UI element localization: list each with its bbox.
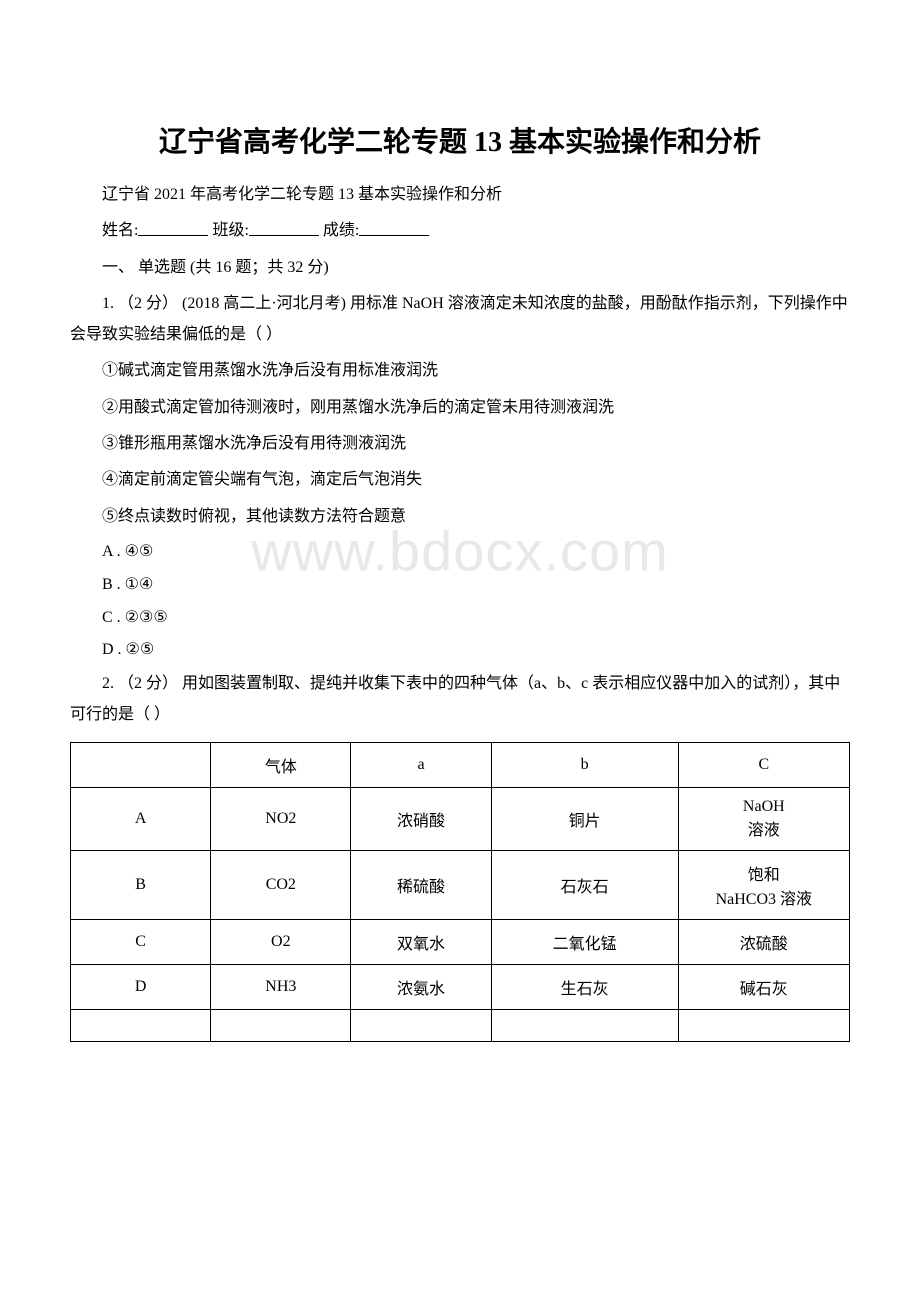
table-cell-empty [491, 1010, 678, 1042]
table-header-1: 气体 [211, 743, 351, 788]
score-label: 成绩: [323, 223, 359, 240]
subtitle: 辽宁省 2021 年高考化学二轮专题 13 基本实验操作和分析 [70, 180, 850, 210]
table-row: C O2 双氧水 二氧化锰 浓硫酸 [71, 920, 850, 965]
name-blank [138, 216, 208, 235]
page-title: 辽宁省高考化学二轮专题 13 基本实验操作和分析 [70, 120, 850, 160]
table-row: B CO2 稀硫酸 石灰石 饱和NaHCO3 溶液 [71, 851, 850, 920]
name-label: 姓名: [102, 223, 138, 240]
table-header-0 [71, 743, 211, 788]
table-row: D NH3 浓氨水 生石灰 碱石灰 [71, 965, 850, 1010]
table-cell: CO2 [211, 851, 351, 920]
table-row-empty [71, 1010, 850, 1042]
q1-item-5: ⑤终点读数时俯视，其他读数方法符合题意 [102, 502, 850, 532]
table-cell: C [71, 920, 211, 965]
q1-item-2: ②用酸式滴定管加待测液时，刚用蒸馏水洗净后的滴定管未用待测液润洗 [102, 393, 850, 423]
table-cell: 碱石灰 [678, 965, 849, 1010]
table-cell: D [71, 965, 211, 1010]
table-cell: O2 [211, 920, 351, 965]
table-cell: 双氧水 [351, 920, 491, 965]
q2-table: 气体 a b C A NO2 浓硝酸 铜片 NaOH溶液 B CO2 稀硫酸 石… [70, 742, 850, 1042]
table-header-3: b [491, 743, 678, 788]
table-cell: 浓硫酸 [678, 920, 849, 965]
table-cell: 石灰石 [491, 851, 678, 920]
document-content: 辽宁省高考化学二轮专题 13 基本实验操作和分析 辽宁省 2021 年高考化学二… [70, 120, 850, 1042]
table-header-row: 气体 a b C [71, 743, 850, 788]
q1-stem: 1. （2 分） (2018 高二上·河北月考) 用标准 NaOH 溶液滴定未知… [70, 289, 850, 350]
section-header: 一、 单选题 (共 16 题；共 32 分) [70, 253, 850, 283]
q1-option-c: C . ②③⑤ [102, 604, 850, 633]
q2-stem: 2. （2 分） 用如图装置制取、提纯并收集下表中的四种气体（a、b、c 表示相… [70, 669, 850, 730]
score-blank [359, 216, 429, 235]
table-cell-empty [211, 1010, 351, 1042]
table-cell: 浓氨水 [351, 965, 491, 1010]
q1-option-b: B . ①④ [102, 571, 850, 600]
q1-item-3: ③锥形瓶用蒸馏水洗净后没有用待测液润洗 [102, 429, 850, 459]
table-cell-empty [678, 1010, 849, 1042]
table-cell: B [71, 851, 211, 920]
table-cell: NH3 [211, 965, 351, 1010]
table-cell: NO2 [211, 788, 351, 851]
table-cell: 浓硝酸 [351, 788, 491, 851]
q1-item-1: ①碱式滴定管用蒸馏水洗净后没有用标准液润洗 [102, 356, 850, 386]
class-label: 班级: [212, 223, 248, 240]
table-header-2: a [351, 743, 491, 788]
q1-option-a: A . ④⑤ [102, 538, 850, 567]
class-blank [249, 216, 319, 235]
table-header-4: C [678, 743, 849, 788]
table-row: A NO2 浓硝酸 铜片 NaOH溶液 [71, 788, 850, 851]
table-cell: A [71, 788, 211, 851]
form-line: 姓名: 班级: 成绩: [70, 216, 850, 247]
table-cell-empty [71, 1010, 211, 1042]
table-cell: 饱和NaHCO3 溶液 [678, 851, 849, 920]
table-cell: 铜片 [491, 788, 678, 851]
table-cell: NaOH溶液 [678, 788, 849, 851]
table-cell: 二氧化锰 [491, 920, 678, 965]
table-cell: 稀硫酸 [351, 851, 491, 920]
q1-option-d: D . ②⑤ [102, 636, 850, 665]
table-cell: 生石灰 [491, 965, 678, 1010]
table-cell-empty [351, 1010, 491, 1042]
q1-item-4: ④滴定前滴定管尖端有气泡，滴定后气泡消失 [102, 465, 850, 495]
